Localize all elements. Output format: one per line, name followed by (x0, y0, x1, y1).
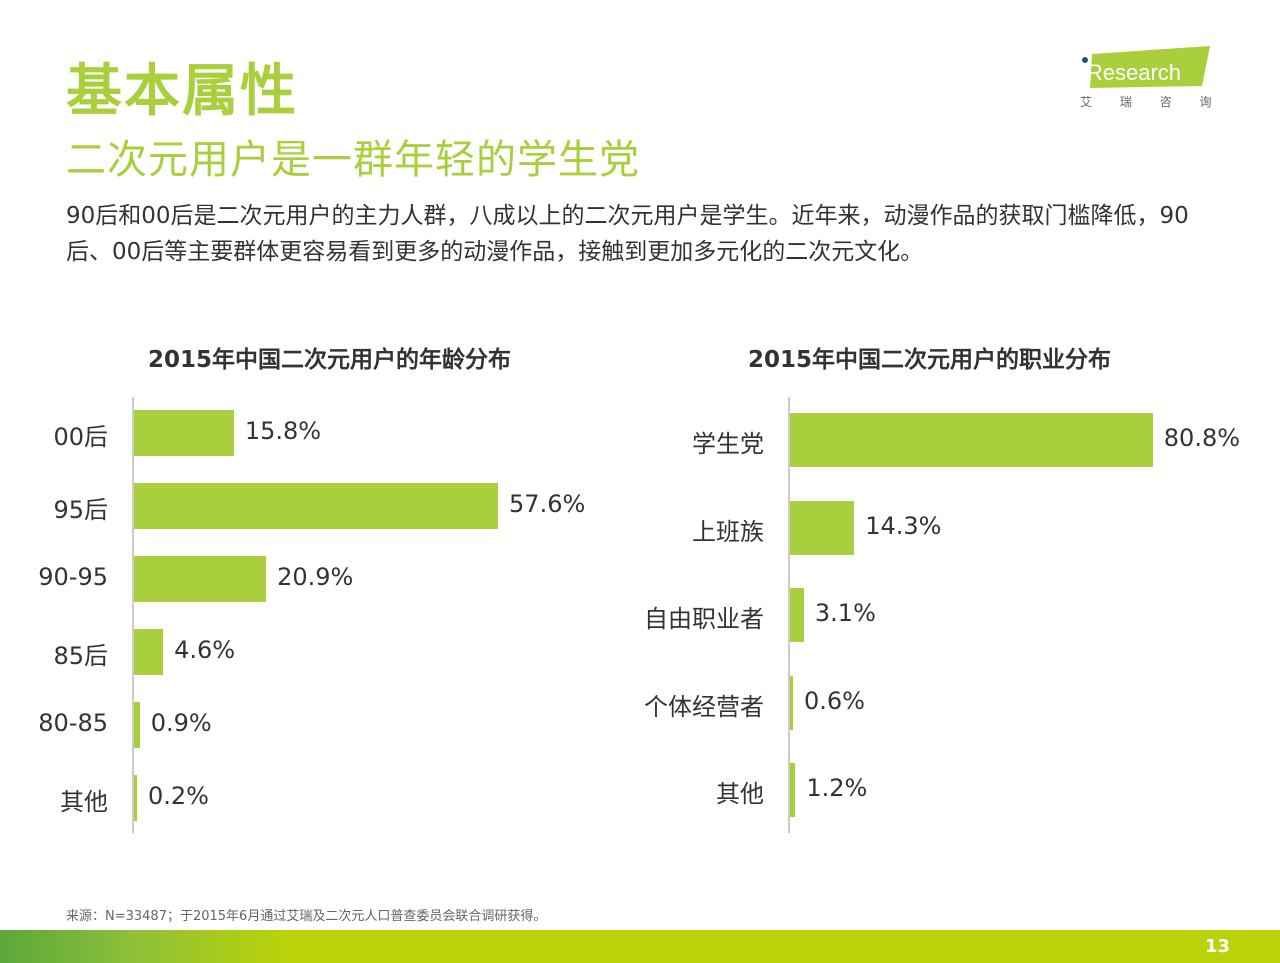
age-chart-axis (132, 397, 134, 833)
value-label: 15.8% (244, 417, 322, 445)
category-label: 个体经营者 (644, 692, 764, 721)
bar (134, 483, 499, 529)
bar (134, 775, 137, 821)
bar (134, 702, 140, 748)
description: 90后和00后是二次元用户的主力人群，八成以上的二次元用户是学生。近年来，动漫作… (66, 203, 1189, 265)
value-label: 20.9% (277, 563, 354, 591)
bar (134, 556, 267, 602)
bar (134, 410, 234, 456)
category-label: 学生党 (692, 430, 764, 458)
value-label: 0.9% (150, 709, 212, 737)
bar (790, 588, 804, 642)
bar (790, 413, 1153, 467)
page-subtitle: 二次元用户是一群年轻的学生党 (66, 137, 640, 183)
category-label: 90-95 (38, 563, 108, 591)
iresearch-logo: iResearch 艾 瑞 咨 询 (1080, 46, 1220, 116)
category-label: 上班族 (692, 517, 764, 546)
value-label: 3.1% (814, 599, 876, 627)
bar (790, 763, 796, 817)
logo-brand-text: iResearch (1082, 60, 1181, 85)
occupation-chart-axis (788, 397, 790, 833)
value-label: 0.6% (804, 686, 865, 715)
logo-chinese-text: 艾 瑞 咨 询 (1080, 94, 1220, 109)
category-label: 95后 (53, 496, 108, 524)
occupation-chart-title: 2015年中国二次元用户的职业分布 (748, 347, 1112, 373)
category-label: 00后 (53, 423, 108, 451)
value-label: 14.3% (865, 511, 942, 540)
category-label: 其他 (60, 788, 108, 816)
bar (134, 629, 164, 675)
value-label: 80.8% (1163, 424, 1241, 452)
category-label: 85后 (53, 642, 108, 670)
value-label: 57.6% (509, 490, 586, 518)
category-label: 80-85 (38, 709, 108, 737)
category-label: 自由职业者 (644, 605, 764, 633)
source-note: 来源：N=33487；于2015年6月通过艾瑞及二次元人口普查委员会联合调研获得… (66, 909, 547, 924)
bar (790, 675, 793, 730)
page-number: 13 (1204, 936, 1230, 957)
page-title: 基本属性 (66, 59, 298, 124)
age-chart-title: 2015年中国二次元用户的年龄分布 (148, 347, 512, 373)
value-label: 4.6% (174, 636, 236, 664)
value-label: 0.2% (148, 782, 209, 810)
category-label: 其他 (716, 780, 764, 808)
footer-band (0, 930, 1280, 963)
value-label: 1.2% (806, 774, 868, 802)
bar (790, 500, 855, 555)
